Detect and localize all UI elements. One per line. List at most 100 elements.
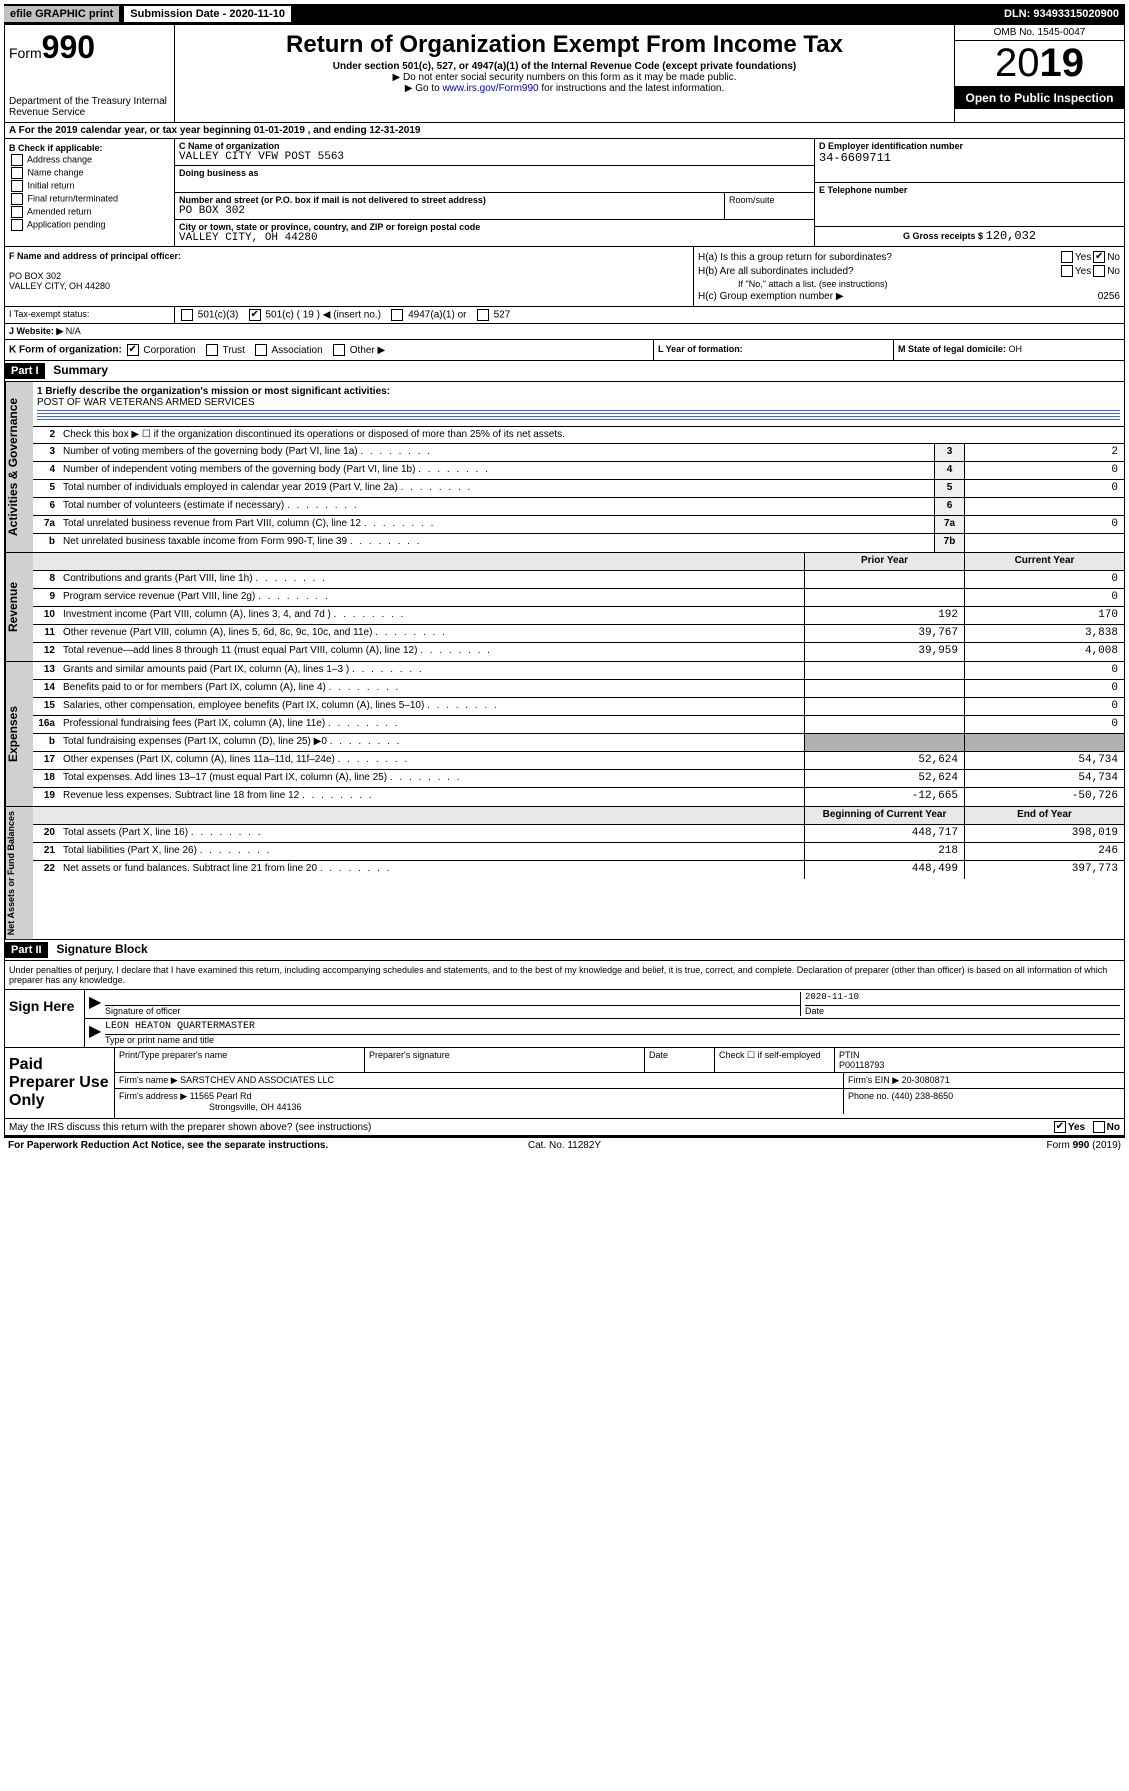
line-num: 18 <box>33 770 59 787</box>
line-num: 3 <box>33 444 59 461</box>
col-deg: D Employer identification number 34-6609… <box>814 139 1124 246</box>
rowk-opt[interactable]: Other ▶ <box>328 345 391 356</box>
ha-no-checkbox[interactable] <box>1093 251 1105 263</box>
discuss-yes-label: Yes <box>1068 1122 1085 1133</box>
city-value: VALLEY CITY, OH 44280 <box>179 232 318 244</box>
line-desc: Net unrelated business taxable income fr… <box>59 534 934 552</box>
line-num: 15 <box>33 698 59 715</box>
cell-l: L Year of formation: <box>654 340 894 360</box>
line-numcol: 6 <box>934 498 964 515</box>
cell-k: K Form of organization: Corporation Trus… <box>5 340 654 360</box>
form-number: Form990 <box>9 29 170 66</box>
hb-no-checkbox[interactable] <box>1093 265 1105 277</box>
line-desc: Total number of individuals employed in … <box>59 480 934 497</box>
line-numcol: 4 <box>934 462 964 479</box>
table-row: 9Program service revenue (Part VIII, lin… <box>33 589 1124 607</box>
preparer-name-hdr: Print/Type preparer's name <box>115 1048 365 1072</box>
ha-yes-checkbox[interactable] <box>1061 251 1073 263</box>
section-governance: Activities & Governance 1 Briefly descri… <box>4 382 1125 553</box>
form-header: Form990 Department of the Treasury Inter… <box>4 24 1125 123</box>
colb-item[interactable]: Address change <box>9 154 170 166</box>
hb-yes-checkbox[interactable] <box>1061 265 1073 277</box>
part1-header: Part I <box>5 363 45 379</box>
prior-val: 218 <box>804 843 964 860</box>
line-val: 0 <box>964 462 1124 479</box>
line-num: 9 <box>33 589 59 606</box>
table-row: 18Total expenses. Add lines 13–17 (must … <box>33 770 1124 788</box>
row-ij: I Tax-exempt status: 501(c)(3) 501(c) ( … <box>4 307 1125 324</box>
colb-item[interactable]: Application pending <box>9 219 170 231</box>
line-desc: Total fundraising expenses (Part IX, col… <box>59 734 804 751</box>
officer-name-label: Type or print name and title <box>105 1035 214 1045</box>
prior-val: 448,717 <box>804 825 964 842</box>
tax-year: 2019 <box>955 41 1124 87</box>
table-row: bTotal fundraising expenses (Part IX, co… <box>33 734 1124 752</box>
rowk-opt[interactable]: Trust <box>201 345 250 356</box>
domicile-label: M State of legal domicile: <box>898 344 1009 354</box>
opt-4947: 4947(a)(1) or <box>408 310 466 321</box>
discuss-no-checkbox[interactable] <box>1093 1121 1105 1133</box>
hdr-begin-year: Beginning of Current Year <box>804 807 964 824</box>
discuss-yes-checkbox[interactable] <box>1054 1121 1066 1133</box>
opt-527: 527 <box>494 310 511 321</box>
domicile-value: OH <box>1009 344 1023 354</box>
block-fh: F Name and address of principal officer:… <box>4 247 1125 307</box>
col-b-checkboxes: B Check if applicable: Address change Na… <box>5 139 175 246</box>
city-label: City or town, state or province, country… <box>179 222 480 232</box>
hdr-current-year: Current Year <box>964 553 1124 570</box>
dln: DLN: 93493315020900 <box>1004 8 1125 20</box>
table-row: 10Investment income (Part VIII, column (… <box>33 607 1124 625</box>
ein-value: 34-6609711 <box>819 151 891 165</box>
preparer-sig-hdr: Preparer's signature <box>365 1048 645 1072</box>
gross-label: G Gross receipts $ <box>903 231 986 241</box>
addr-value: PO BOX 302 <box>179 205 245 217</box>
colb-item[interactable]: Amended return <box>9 206 170 218</box>
line-num: 14 <box>33 680 59 697</box>
gross-value: 120,032 <box>986 229 1036 243</box>
527-checkbox[interactable] <box>477 309 489 321</box>
gov-row: 4Number of independent voting members of… <box>33 462 1124 480</box>
table-row: 8Contributions and grants (Part VIII, li… <box>33 571 1124 589</box>
501c3-checkbox[interactable] <box>181 309 193 321</box>
row-klm: K Form of organization: Corporation Trus… <box>4 340 1125 361</box>
curr-val: 4,008 <box>964 643 1124 661</box>
col-b-label: B Check if applicable: <box>9 143 170 153</box>
curr-val: 0 <box>964 589 1124 606</box>
colb-item[interactable]: Final return/terminated <box>9 193 170 205</box>
line-desc: Program service revenue (Part VIII, line… <box>59 589 804 606</box>
prior-val: 52,624 <box>804 770 964 787</box>
curr-val: 170 <box>964 607 1124 624</box>
dept-label: Department of the Treasury Internal Reve… <box>9 96 170 118</box>
officer-addr1: PO BOX 302 <box>9 271 61 281</box>
officer-name-value: LEON HEATON QUARTERMASTER <box>105 1021 1120 1035</box>
header-right: OMB No. 1545-0047 2019 Open to Public In… <box>954 25 1124 122</box>
hb-yes-label: Yes <box>1075 266 1091 277</box>
rowk-opt[interactable]: Association <box>251 345 329 356</box>
rowk-opt[interactable]: Corporation <box>125 345 202 356</box>
footer-left: For Paperwork Reduction Act Notice, see … <box>8 1140 379 1151</box>
501c-checkbox[interactable] <box>249 309 261 321</box>
period-text-a: A For the 2019 calendar year, or tax yea… <box>9 125 254 136</box>
ptin-value: P00118793 <box>839 1060 884 1070</box>
line-num: 11 <box>33 625 59 642</box>
gov-row: 5Total number of individuals employed in… <box>33 480 1124 498</box>
line-val: 0 <box>964 516 1124 533</box>
gov-row: 3Number of voting members of the governi… <box>33 444 1124 462</box>
officer-signature-line[interactable] <box>105 992 800 1006</box>
colb-item[interactable]: Name change <box>9 167 170 179</box>
table-row: 11Other revenue (Part VIII, column (A), … <box>33 625 1124 643</box>
submission-date: Submission Date - 2020-11-10 <box>123 5 292 23</box>
efile-link[interactable]: efile GRAPHIC print <box>4 6 119 22</box>
4947-checkbox[interactable] <box>391 309 403 321</box>
line-desc: Professional fundraising fees (Part IX, … <box>59 716 804 733</box>
omb-number: OMB No. 1545-0047 <box>955 25 1124 41</box>
gov-row: 7aTotal unrelated business revenue from … <box>33 516 1124 534</box>
firm-ein-label: Firm's EIN ▶ <box>848 1075 899 1085</box>
irs-link[interactable]: www.irs.gov/Form990 <box>442 83 538 94</box>
room-label: Room/suite <box>729 195 775 205</box>
discuss-no-label: No <box>1107 1122 1120 1133</box>
firm-phone-label: Phone no. <box>848 1091 892 1101</box>
line-desc: Number of independent voting members of … <box>59 462 934 479</box>
phone-label: E Telephone number <box>819 185 907 195</box>
colb-item[interactable]: Initial return <box>9 180 170 192</box>
